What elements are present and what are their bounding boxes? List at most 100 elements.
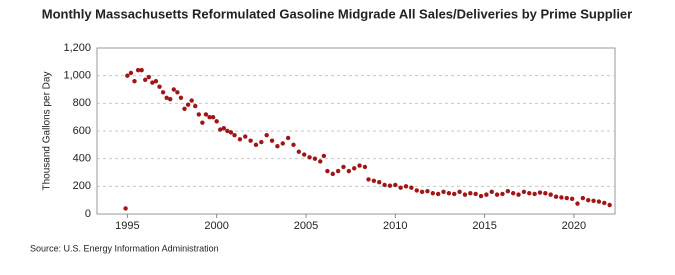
data-point [586,197,591,203]
data-point [330,171,335,177]
y-tick-label: 200 [73,180,91,192]
data-point [484,192,489,197]
data-point [335,168,341,174]
data-point [135,67,141,73]
data-point [296,149,302,154]
data-point [150,80,155,85]
y-tick-label: 1,000 [63,70,91,82]
data-point [478,193,484,199]
y-tick-label: 800 [73,97,91,109]
data-point [462,192,468,197]
data-point [321,153,327,159]
data-point [232,132,237,138]
data-point [419,189,425,195]
data-point [362,164,368,170]
y-axis-label: Thousand Gallons per Day [42,72,53,191]
data-point [125,73,130,78]
data-point [521,189,527,195]
x-tick-label: 2000 [204,220,228,232]
data-point [527,191,532,196]
data-point [132,79,137,84]
data-point [430,191,436,196]
data-point [532,191,537,197]
data-point [189,98,194,103]
data-point [377,179,382,185]
data-point [602,200,607,206]
data-point [139,67,144,73]
data-point [580,195,586,201]
data-point [357,163,362,168]
data-point [168,96,173,102]
data-point [143,77,148,83]
data-point [446,191,452,196]
data-point [128,70,134,76]
y-tick-label: 600 [73,125,91,137]
data-point [409,185,414,190]
data-point [182,106,187,112]
data-point [398,185,403,190]
data-point [291,142,296,148]
data-point [275,144,280,149]
chart-title: Monthly Massachusetts Reformulated Gasol… [42,6,632,21]
data-point [500,191,505,197]
data-point [185,102,191,107]
data-point [248,138,253,143]
data-point [312,156,318,161]
x-tick-label: 2005 [294,220,318,232]
data-point [607,202,612,208]
data-point [371,178,377,183]
data-point [441,189,446,195]
data-point [237,137,243,142]
data-point [457,189,462,195]
data-point [559,195,564,200]
y-tick-label: 0 [85,208,91,220]
data-point [505,188,511,194]
data-point [516,192,521,197]
data-point [452,191,457,197]
y-tick-label: 400 [73,153,91,165]
data-point [473,191,478,197]
data-point [537,190,543,195]
data-point [564,195,569,201]
data-point [548,192,553,197]
source-note: Source: U.S. Energy Information Administ… [30,243,219,253]
data-point [171,87,177,92]
data-point [510,191,516,196]
data-point [425,188,430,194]
x-tick-label: 2015 [472,220,496,232]
data-point [225,128,230,134]
data-point [285,135,291,141]
data-point [569,196,575,201]
data-point [193,103,198,109]
data-point [175,90,180,95]
data-point [178,95,184,101]
data-point [243,134,248,139]
x-tick-label: 2010 [383,220,407,232]
data-point [200,120,205,125]
data-point [468,191,473,196]
data-point [489,189,494,195]
data-point [366,177,371,182]
data-point [382,182,387,188]
data-point [403,184,409,189]
data-point [318,159,323,164]
data-point [494,192,500,197]
data-point [264,132,269,138]
data-point [341,164,346,170]
data-point [307,155,312,160]
data-point [352,166,357,171]
data-point [325,168,330,174]
data-point [393,182,398,188]
data-point [160,90,166,95]
x-tick-label: 1995 [115,220,139,232]
data-point [228,130,234,135]
data-point [553,194,559,199]
data-point [575,201,580,206]
data-point [253,142,259,148]
data-point [269,138,275,143]
data-point [414,188,419,193]
data-point [146,74,151,80]
data-point [346,168,352,174]
data-point [387,183,393,188]
data-point [164,95,169,101]
